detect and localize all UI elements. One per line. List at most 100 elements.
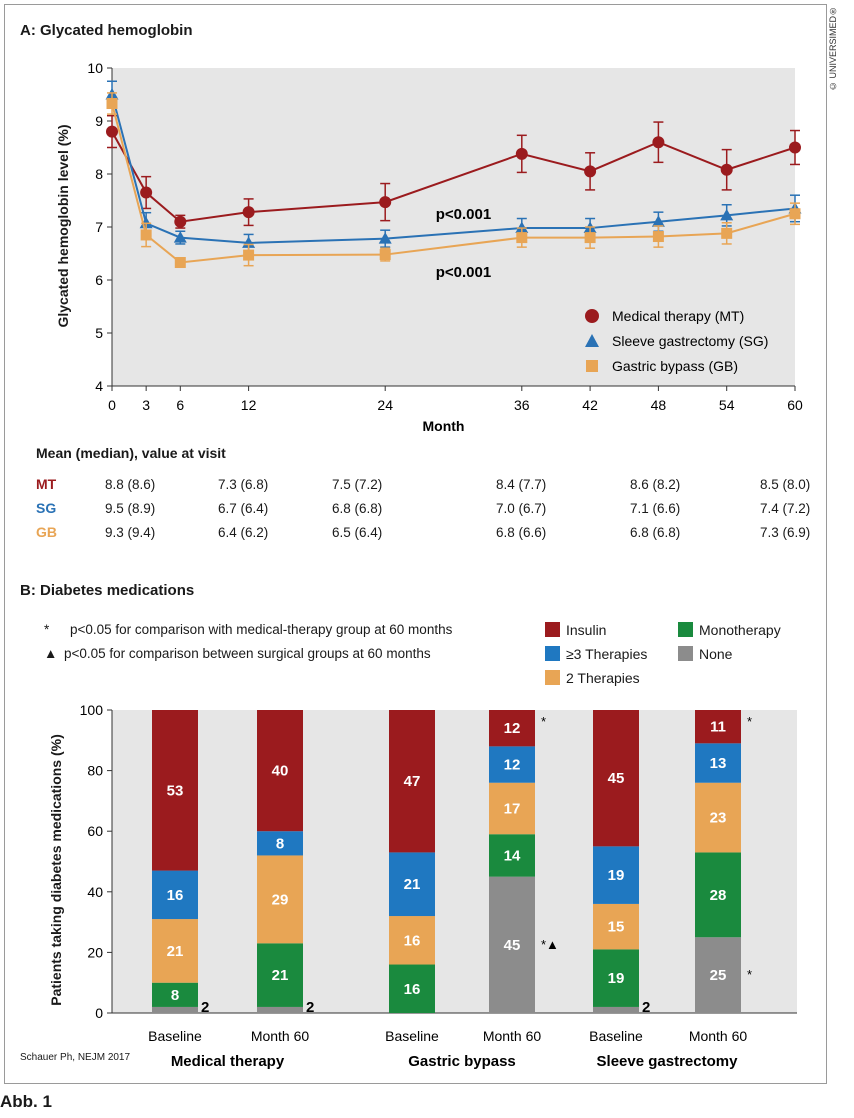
legend-monotherapy: Monotherapy <box>678 622 781 638</box>
bar-outside-label: 2 <box>201 999 209 1016</box>
bar-value-label: 8 <box>276 835 284 852</box>
series-line-mt <box>111 131 796 223</box>
y-tick-label: 4 <box>95 378 103 394</box>
group-label: Sleeve gastrectomy <box>597 1053 739 1070</box>
x-tick-label: 36 <box>514 397 530 413</box>
bar-segment-2-therapies <box>152 919 198 983</box>
bar-segment-3-therapies <box>593 846 639 904</box>
bar-value-label: 40 <box>272 763 289 780</box>
y-tick-label: 5 <box>95 325 103 341</box>
table-cell: 8.6 (8.2) <box>630 477 681 492</box>
y-tick-label: 20 <box>87 944 103 960</box>
legend-label: Monotherapy <box>699 622 781 638</box>
group-label: Gastric bypass <box>408 1053 516 1070</box>
bar-value-label: 29 <box>272 891 289 908</box>
bar-segment-insulin <box>695 710 741 744</box>
data-point-mt <box>140 186 153 199</box>
table-cell: 6.4 (6.2) <box>218 525 269 540</box>
y-tick-label: 9 <box>95 113 103 129</box>
plot-area <box>112 68 795 386</box>
y-tick-label: 7 <box>95 219 103 235</box>
bar-segment-monotherapy <box>257 943 303 1007</box>
swatch-insulin <box>545 622 560 637</box>
data-point-mt <box>720 163 733 176</box>
legend-marker-sg <box>585 334 599 347</box>
swatch-3-therapies <box>545 646 560 661</box>
medications-stacked-bar-chart: 0 20 40 60 80 100 8 21 16 53 Baseline 21 29 8 40 Month … <box>80 702 797 1070</box>
bar-segment-2-therapies <box>257 855 303 944</box>
legend-label-gb: Gastric bypass (GB) <box>612 358 738 374</box>
x-tick-label: 12 <box>241 397 257 413</box>
source-citation: Schauer Ph, NEJM 2017 <box>20 1052 131 1063</box>
note-symbol: ▲ <box>44 646 58 661</box>
legend-insulin: Insulin <box>545 622 606 638</box>
data-point-sg <box>378 232 392 244</box>
data-point-mt <box>106 125 118 138</box>
significance-mark: *▲ <box>541 937 559 952</box>
data-point-gb <box>174 257 186 269</box>
table-cell: 8.5 (8.0) <box>760 477 811 492</box>
significance-mark: * <box>747 967 752 982</box>
x-axis-label: Month <box>423 418 465 434</box>
table-cell: 7.4 (7.2) <box>760 501 811 516</box>
group-label: Medical therapy <box>171 1053 285 1070</box>
legend-label-mt: Medical therapy (MT) <box>612 308 744 324</box>
bar-segment-3-therapies <box>152 870 198 920</box>
data-point-gb <box>721 227 733 239</box>
bar-segment-monotherapy <box>489 834 535 877</box>
x-tick-label: 60 <box>787 397 803 413</box>
legend-none: None <box>678 646 732 662</box>
data-point-mt <box>789 141 801 154</box>
data-point-mt <box>515 147 528 160</box>
bar-segment-3-therapies <box>389 852 435 917</box>
x-tick-label: Baseline <box>589 1028 643 1044</box>
figure-frame <box>4 4 827 1084</box>
bar-segment-insulin <box>489 710 535 747</box>
bar-value-label: 45 <box>608 770 625 787</box>
data-point-gb <box>379 249 391 261</box>
bar-segment-2-therapies <box>389 916 435 965</box>
x-tick-label: 24 <box>377 397 393 413</box>
bar-value-label: 25 <box>710 967 727 984</box>
bar-segment-insulin <box>152 710 198 871</box>
data-point-mt <box>242 206 255 219</box>
table-cell: 6.8 (6.6) <box>496 525 547 540</box>
figure-caption: Abb. 1 <box>0 1092 52 1111</box>
bar-value-label: 28 <box>710 887 727 904</box>
table-row-label: GB <box>36 524 57 540</box>
bar-segment-insulin <box>389 710 435 853</box>
table-cell: 6.8 (6.8) <box>332 501 383 516</box>
table-row-label: MT <box>36 476 57 492</box>
significance-mark: * <box>541 714 546 729</box>
table-cell: 8.8 (8.6) <box>105 477 156 492</box>
note-surgical-comparison: ▲ p<0.05 for comparison between surgical … <box>44 646 431 661</box>
note-text: p<0.05 for comparison between surgical g… <box>64 646 431 661</box>
bar-segment-3-therapies <box>257 831 303 856</box>
swatch-none <box>678 646 693 661</box>
table-cell: 9.3 (9.4) <box>105 525 156 540</box>
bar-segment-none <box>489 876 535 1013</box>
bar-value-label: 45 <box>504 937 521 954</box>
bar-value-label: 23 <box>710 810 727 827</box>
data-point-mt <box>379 196 392 209</box>
bar-segment-none <box>593 1006 639 1013</box>
legend-label: Insulin <box>566 622 607 638</box>
table-cell: 6.5 (6.4) <box>332 525 383 540</box>
bar-value-label: 14 <box>504 847 521 864</box>
table-cell: 6.8 (6.8) <box>630 525 681 540</box>
x-tick-label: Baseline <box>385 1028 439 1044</box>
bar-value-label: 8 <box>171 987 179 1004</box>
plot-area <box>112 710 797 1013</box>
note-medical-comparison: * p<0.05 for comparison with medical-ther… <box>44 622 452 637</box>
panel-a-title: A: Glycated hemoglobin <box>20 22 193 39</box>
bar-value-label: 53 <box>167 782 184 799</box>
swatch-2-therapies <box>545 670 560 685</box>
data-point-sg <box>720 208 734 221</box>
panel-b-title: B: Diabetes medications <box>20 582 195 599</box>
series-line-gb <box>111 103 796 264</box>
table-cell: 7.5 (7.2) <box>332 477 383 492</box>
bar-segment-monotherapy <box>593 949 639 1007</box>
bar-value-label: 16 <box>167 887 184 904</box>
data-point-sg <box>651 215 665 227</box>
